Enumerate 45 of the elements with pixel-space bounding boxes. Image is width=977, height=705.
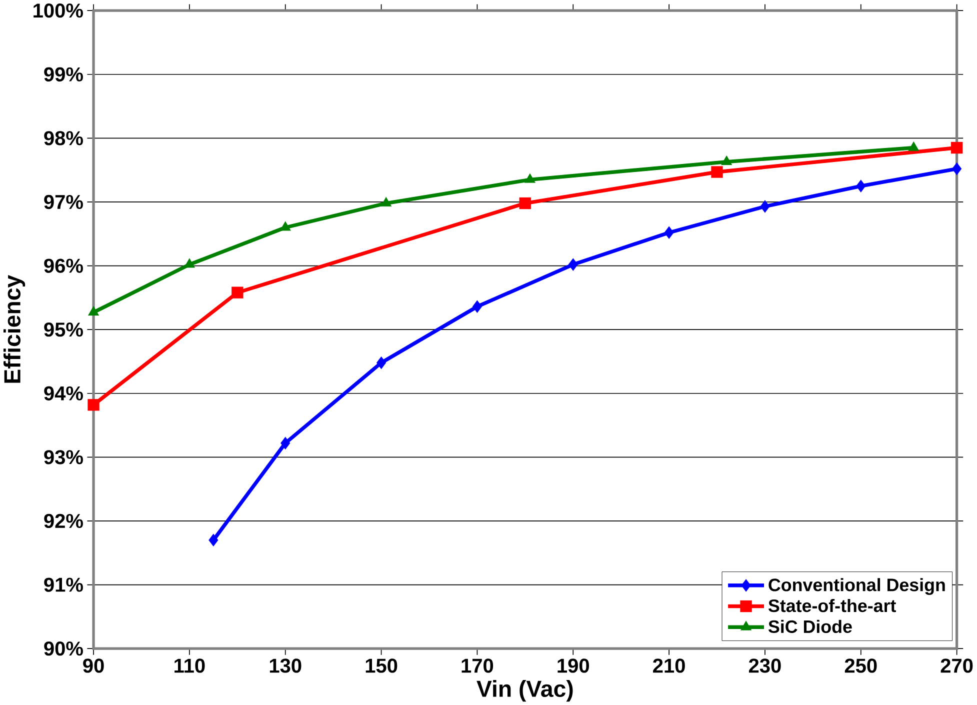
point (664, 226, 674, 239)
y-axis-title: Efficiency (4, 274, 26, 383)
y-tick-label: 95% (44, 322, 83, 337)
point (950, 142, 963, 154)
point (952, 162, 962, 176)
y-tick-label: 96% (44, 258, 83, 273)
point (568, 258, 578, 271)
x-tick-label: 110 (174, 658, 205, 673)
point (711, 166, 723, 178)
x-tick-label: 170 (462, 658, 494, 673)
point (380, 196, 392, 206)
point (208, 534, 218, 546)
x-tick-label: 210 (653, 658, 685, 673)
point (856, 180, 866, 192)
x-tick-label: 190 (558, 658, 589, 673)
x-tick-label: 230 (748, 658, 781, 673)
point (88, 398, 100, 411)
y-tick-label: 97% (44, 194, 83, 210)
point (232, 286, 244, 298)
point (524, 173, 536, 183)
point (472, 300, 482, 313)
legend-label: Conventional Design (768, 578, 945, 595)
point (376, 356, 386, 370)
point (721, 155, 732, 165)
x-axis-title: Vin (Vac) (476, 680, 573, 702)
y-tick-label: 91% (44, 578, 83, 592)
legend-label: State-of-the-art (768, 598, 896, 612)
x-tick-label: 130 (270, 658, 302, 673)
y-tick-label: 92% (44, 514, 83, 528)
y-tick-label: 93% (44, 450, 83, 464)
y-tick-label: 100% (34, 3, 83, 18)
point (908, 141, 920, 151)
y-tick-label: 99% (44, 67, 83, 82)
y-tick-label: 90% (44, 641, 83, 656)
point (519, 197, 532, 210)
y-tick-label: 98% (44, 131, 83, 146)
point (760, 200, 770, 213)
x-tick-label: 250 (844, 658, 877, 673)
legend-label: SiC Diode (768, 620, 852, 633)
point (280, 436, 290, 450)
x-tick-label: 90 (83, 658, 104, 673)
point (88, 306, 100, 316)
y-tick-label: 94% (44, 386, 83, 400)
x-tick-label: 150 (366, 658, 398, 673)
x-tick-label: 270 (940, 658, 973, 673)
